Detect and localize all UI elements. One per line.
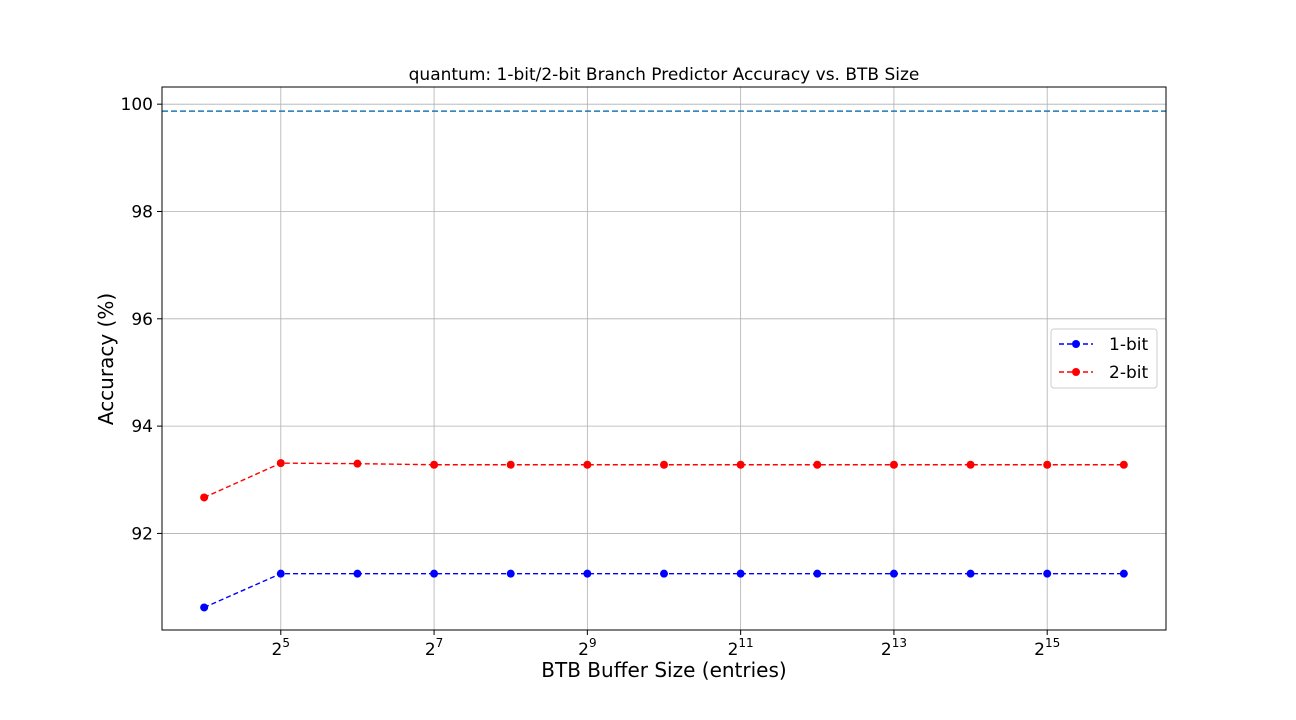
x-tick-label: 27 [425,636,443,660]
plot-area-frame [161,86,1167,631]
data-point-1-bit [506,569,515,578]
data-point-1-bit [200,603,209,612]
data-point-1-bit [276,569,285,578]
y-tick-label: 96 [131,310,153,330]
legend: 1-bit 2-bit [1050,328,1158,389]
data-point-2-bit [506,460,515,469]
data-point-1-bit [1043,569,1052,578]
x-tick-label: 211 [728,636,754,660]
y-axis-title: Accuracy (%) [94,293,118,425]
x-tick-label: 25 [272,636,290,660]
data-point-2-bit [660,460,668,469]
y-axis-ticks: 92 94 96 98 100 [121,95,162,544]
x-axis-ticks: 25 27 29 211 213 215 [272,630,1060,660]
data-point-1-bit [966,569,975,578]
data-point-2-bit [200,493,209,502]
data-point-2-bit [276,459,285,468]
data-point-2-bit [966,460,975,469]
x-tick-label: 29 [578,636,596,660]
data-point-1-bit [430,569,439,578]
data-point-2-bit [353,459,362,468]
data-point-2-bit [736,460,745,469]
data-point-1-bit [736,569,745,578]
data-point-2-bit [813,460,822,469]
data-point-1-bit [353,569,362,578]
x-tick-label: 213 [881,636,907,660]
y-tick-label: 94 [131,417,153,437]
x-axis-title: BTB Buffer Size (entries) [541,658,786,682]
data-point-2-bit [889,460,898,469]
data-point-1-bit [583,569,592,578]
data-point-1-bit [889,569,898,578]
y-tick-label: 100 [121,95,153,115]
data-point-2-bit [583,460,592,469]
grid [162,87,1166,630]
data-point-2-bit [430,460,439,469]
legend-marker-1-bit [1072,340,1080,348]
legend-marker-2-bit [1072,368,1080,376]
chart-title: quantum: 1-bit/2-bit Branch Predictor Ac… [409,65,920,85]
data-point-1-bit [660,569,668,578]
legend-label-1-bit: 1-bit [1109,335,1148,355]
legend-label-2-bit: 2-bit [1109,363,1148,383]
x-tick-label: 215 [1034,636,1060,660]
data-point-2-bit [1119,460,1128,469]
data-point-1-bit [1119,569,1128,578]
data-point-1-bit [813,569,822,578]
y-tick-label: 98 [131,202,153,222]
data-point-2-bit [1043,460,1052,469]
y-tick-label: 92 [131,524,153,544]
series-layer [200,459,1128,612]
